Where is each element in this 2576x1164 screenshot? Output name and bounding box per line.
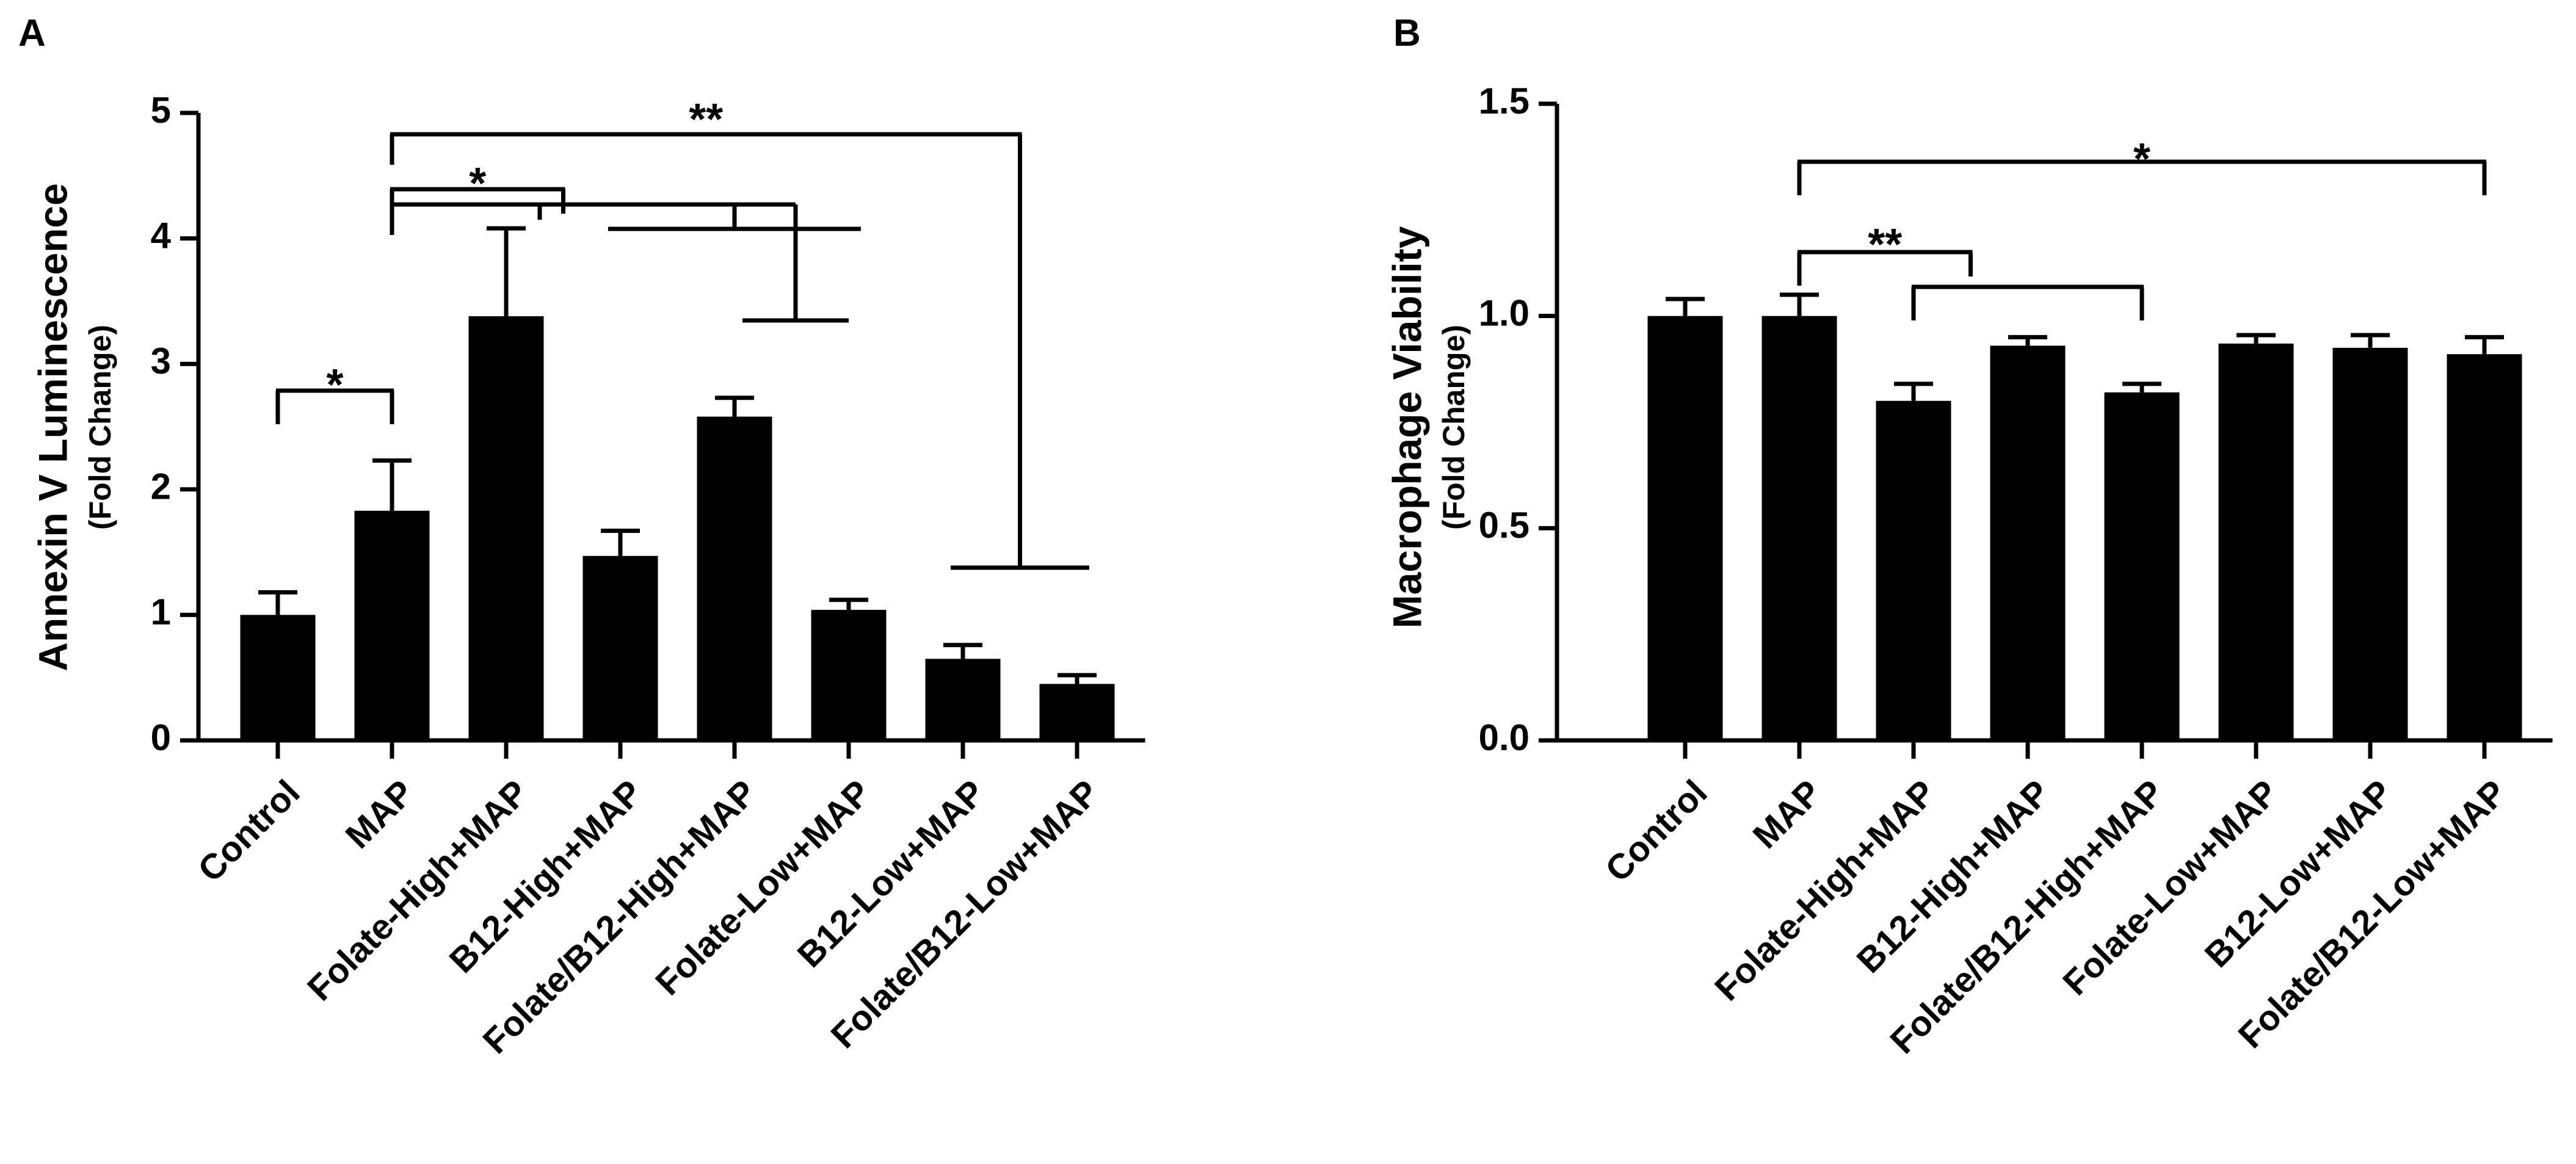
y-axis-subtitle: (Fold Change)	[83, 325, 117, 530]
bar	[2332, 347, 2408, 740]
significance-label: *	[2133, 135, 2150, 184]
y-tick-label: 0	[151, 717, 171, 758]
significance-bracket: *	[275, 361, 394, 424]
y-axis-title: Annexin V Luminescence	[30, 183, 75, 671]
significance-label: *	[469, 159, 486, 208]
y-tick-label: 3	[151, 341, 171, 381]
x-category-label: MAP	[338, 773, 422, 856]
y-axis-subtitle: (Fold Change)	[1437, 325, 1471, 530]
x-category-label: Folate-Low+MAP	[648, 773, 878, 1003]
bar	[2447, 354, 2522, 740]
bar	[582, 555, 658, 740]
x-category-label: Control	[190, 773, 308, 890]
y-tick-label: 5	[151, 90, 171, 131]
significance-bracket	[390, 202, 861, 235]
bar	[354, 510, 430, 740]
significance-bracket: *	[1797, 135, 2487, 195]
bar	[811, 610, 887, 740]
bar	[1761, 316, 1837, 740]
y-tick-label: 4	[151, 215, 172, 256]
bar	[1647, 316, 1723, 740]
bar	[1876, 400, 1951, 740]
chart-panel-b: B Macrophage Viability (Fold Change) 0.0 0.5…	[1384, 12, 2553, 1061]
x-category-label: B12-High+MAP	[442, 773, 650, 981]
bar	[2104, 392, 2180, 740]
bar	[240, 615, 316, 740]
x-category-label: MAP	[1746, 773, 1829, 856]
bar	[468, 316, 544, 740]
significance-label: *	[326, 361, 343, 410]
bar	[925, 659, 1001, 740]
chart-panel-a: A Annexin V Luminescence (Fold Change) 0 1 2 3…	[18, 12, 1145, 1061]
panel-label: B	[1393, 12, 1421, 54]
bar	[697, 416, 772, 740]
significance-label: **	[689, 95, 723, 144]
y-axis-title: Macrophage Viability	[1384, 226, 1429, 628]
significance-bracket: **	[1797, 220, 1973, 286]
x-category-label: Control	[1598, 773, 1715, 890]
x-category-label: Folate-Low+MAP	[2055, 773, 2285, 1003]
y-tick-label: 1.5	[1479, 81, 1529, 121]
x-category-label: Folate-High+MAP	[1707, 773, 1943, 1009]
significance-bracket: **	[390, 95, 1089, 570]
x-category-label: B12-High+MAP	[1849, 773, 2058, 981]
significance-label: **	[1868, 220, 1902, 269]
bar	[1990, 345, 2066, 740]
bar	[1039, 684, 1115, 740]
significance-bracket	[1911, 284, 2144, 320]
y-tick-label: 1	[151, 591, 171, 632]
y-tick-label: 0.0	[1479, 717, 1529, 758]
panel-label: A	[18, 12, 46, 54]
y-tick-label: 2	[151, 466, 171, 507]
bar	[2218, 343, 2294, 740]
x-category-label: Folate-High+MAP	[300, 773, 536, 1009]
y-tick-label: 1.0	[1479, 293, 1529, 334]
y-tick-label: 0.5	[1479, 505, 1529, 546]
